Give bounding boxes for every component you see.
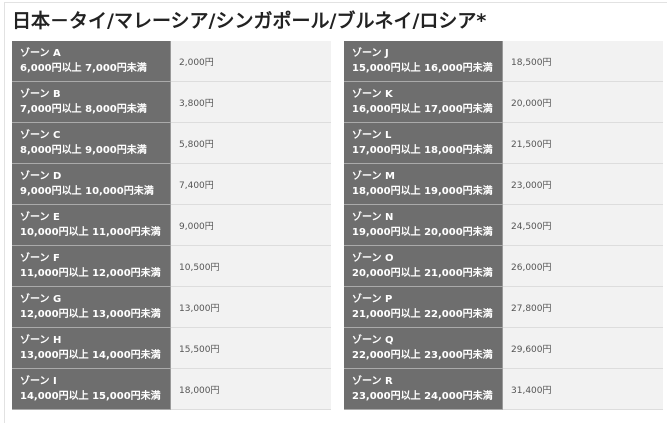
zone-label-cell: ゾーン F 11,000円以上 12,000円未満 [12,245,171,287]
zone-price: 29,600円 [502,327,663,369]
table-row: ゾーン I 14,000円以上 15,000円未満 18,000円 [12,368,331,410]
zone-range: 17,000円以上 18,000円未満 [352,145,493,156]
zone-range: 12,000円以上 13,000円未満 [20,309,161,320]
zone-price: 21,500円 [502,122,663,164]
zone-range: 22,000円以上 23,000円未満 [352,350,493,361]
zone-label-cell: ゾーン K 16,000円以上 17,000円未満 [344,81,503,123]
zone-label-cell: ゾーン B 7,000円以上 8,000円未満 [12,81,171,123]
table-row: ゾーン E 10,000円以上 11,000円未満 9,000円 [12,204,331,246]
zone-name: ゾーン L [352,130,392,141]
zone-label-cell: ゾーン A 6,000円以上 7,000円未満 [12,41,171,82]
zone-label-cell: ゾーン H 13,000円以上 14,000円未満 [12,327,171,369]
zone-price: 15,500円 [170,327,331,369]
table-row: ゾーン M 18,000円以上 19,000円未満 23,000円 [344,163,663,205]
zone-label-cell: ゾーン P 21,000円以上 22,000円未満 [344,286,503,328]
zone-name: ゾーン A [20,48,61,59]
zone-range: 8,000円以上 9,000円未満 [20,145,147,156]
zone-name: ゾーン R [352,376,393,387]
zone-price: 18,000円 [170,368,331,410]
table-row: ゾーン P 21,000円以上 22,000円未満 27,800円 [344,286,663,328]
zone-name: ゾーン N [352,212,394,223]
table-row: ゾーン A 6,000円以上 7,000円未満 2,000円 [12,41,331,82]
zone-label-cell: ゾーン Q 22,000円以上 23,000円未満 [344,327,503,369]
table-row: ゾーン O 20,000円以上 21,000円未満 26,000円 [344,245,663,287]
zone-price: 20,000円 [502,81,663,123]
zone-name: ゾーン B [20,89,61,100]
zone-label-cell: ゾーン D 9,000円以上 10,000円未満 [12,163,171,205]
table-row: ゾーン G 12,000円以上 13,000円未満 13,000円 [12,286,331,328]
zone-range: 21,000円以上 22,000円未満 [352,309,493,320]
zone-range: 10,000円以上 11,000円未満 [20,227,161,238]
zone-range: 7,000円以上 8,000円未満 [20,104,147,115]
table-row: ゾーン H 13,000円以上 14,000円未満 15,500円 [12,327,331,369]
table-row: ゾーン D 9,000円以上 10,000円未満 7,400円 [12,163,331,205]
table-row: ゾーン L 17,000円以上 18,000円未満 21,500円 [344,122,663,164]
zone-label-cell: ゾーン M 18,000円以上 19,000円未満 [344,163,503,205]
zone-name: ゾーン O [352,253,394,264]
zone-range: 14,000円以上 15,000円未満 [20,391,161,402]
zone-price: 2,000円 [170,41,331,82]
page-title: 日本－タイ/マレーシア/シンガポール/ブルネイ/ロシア* [12,10,487,32]
zone-name: ゾーン Q [352,335,394,346]
zone-price: 3,800円 [170,81,331,123]
zone-range: 18,000円以上 19,000円未満 [352,186,493,197]
zone-table-left: ゾーン A 6,000円以上 7,000円未満 2,000円ゾーン B 7,000円以… [12,41,331,410]
zone-label-cell: ゾーン O 20,000円以上 21,000円未満 [344,245,503,287]
zone-label-cell: ゾーン J 15,000円以上 16,000円未満 [344,41,503,82]
table-row: ゾーン C 8,000円以上 9,000円未満 5,800円 [12,122,331,164]
zone-range: 23,000円以上 24,000円未満 [352,391,493,402]
zone-name: ゾーン K [352,89,393,100]
zone-label-cell: ゾーン E 10,000円以上 11,000円未満 [12,204,171,246]
zone-range: 9,000円以上 10,000円未満 [20,186,154,197]
table-row: ゾーン B 7,000円以上 8,000円未満 3,800円 [12,81,331,123]
zone-label-cell: ゾーン N 19,000円以上 20,000円未満 [344,204,503,246]
table-row: ゾーン Q 22,000円以上 23,000円未満 29,600円 [344,327,663,369]
zone-label-cell: ゾーン G 12,000円以上 13,000円未満 [12,286,171,328]
zone-price: 5,800円 [170,122,331,164]
zone-label-cell: ゾーン L 17,000円以上 18,000円未満 [344,122,503,164]
table-row: ゾーン K 16,000円以上 17,000円未満 20,000円 [344,81,663,123]
zone-range: 15,000円以上 16,000円未満 [352,63,493,74]
zone-range: 16,000円以上 17,000円未満 [352,104,493,115]
zone-name: ゾーン I [20,376,57,387]
table-row: ゾーン N 19,000円以上 20,000円未満 24,500円 [344,204,663,246]
table-row: ゾーン R 23,000円以上 24,000円未満 31,400円 [344,368,663,410]
zone-price: 10,500円 [170,245,331,287]
zone-label-cell: ゾーン R 23,000円以上 24,000円未満 [344,368,503,410]
zone-price: 18,500円 [502,41,663,82]
zone-price: 27,800円 [502,286,663,328]
zone-range: 6,000円以上 7,000円未満 [20,63,147,74]
zone-name: ゾーン M [352,171,395,182]
zone-name: ゾーン F [20,253,60,264]
zone-name: ゾーン H [20,335,62,346]
zone-range: 19,000円以上 20,000円未満 [352,227,493,238]
zone-range: 20,000円以上 21,000円未満 [352,268,493,279]
zone-table-right: ゾーン J 15,000円以上 16,000円未満 18,500円ゾーン K 16,0… [344,41,663,410]
table-row: ゾーン F 11,000円以上 12,000円未満 10,500円 [12,245,331,287]
zone-price: 26,000円 [502,245,663,287]
zone-name: ゾーン D [20,171,62,182]
zone-price: 7,400円 [170,163,331,205]
content-frame [4,2,667,423]
zone-name: ゾーン G [20,294,62,305]
table-row: ゾーン J 15,000円以上 16,000円未満 18,500円 [344,41,663,82]
zone-name: ゾーン P [352,294,393,305]
zone-range: 11,000円以上 12,000円未満 [20,268,161,279]
zone-label-cell: ゾーン I 14,000円以上 15,000円未満 [12,368,171,410]
zone-label-cell: ゾーン C 8,000円以上 9,000円未満 [12,122,171,164]
zone-price: 23,000円 [502,163,663,205]
zone-price: 31,400円 [502,368,663,410]
zone-name: ゾーン C [20,130,61,141]
zone-price: 24,500円 [502,204,663,246]
zone-price: 9,000円 [170,204,331,246]
zone-price: 13,000円 [170,286,331,328]
zone-name: ゾーン J [352,48,389,59]
zone-name: ゾーン E [20,212,60,223]
zone-range: 13,000円以上 14,000円未満 [20,350,161,361]
